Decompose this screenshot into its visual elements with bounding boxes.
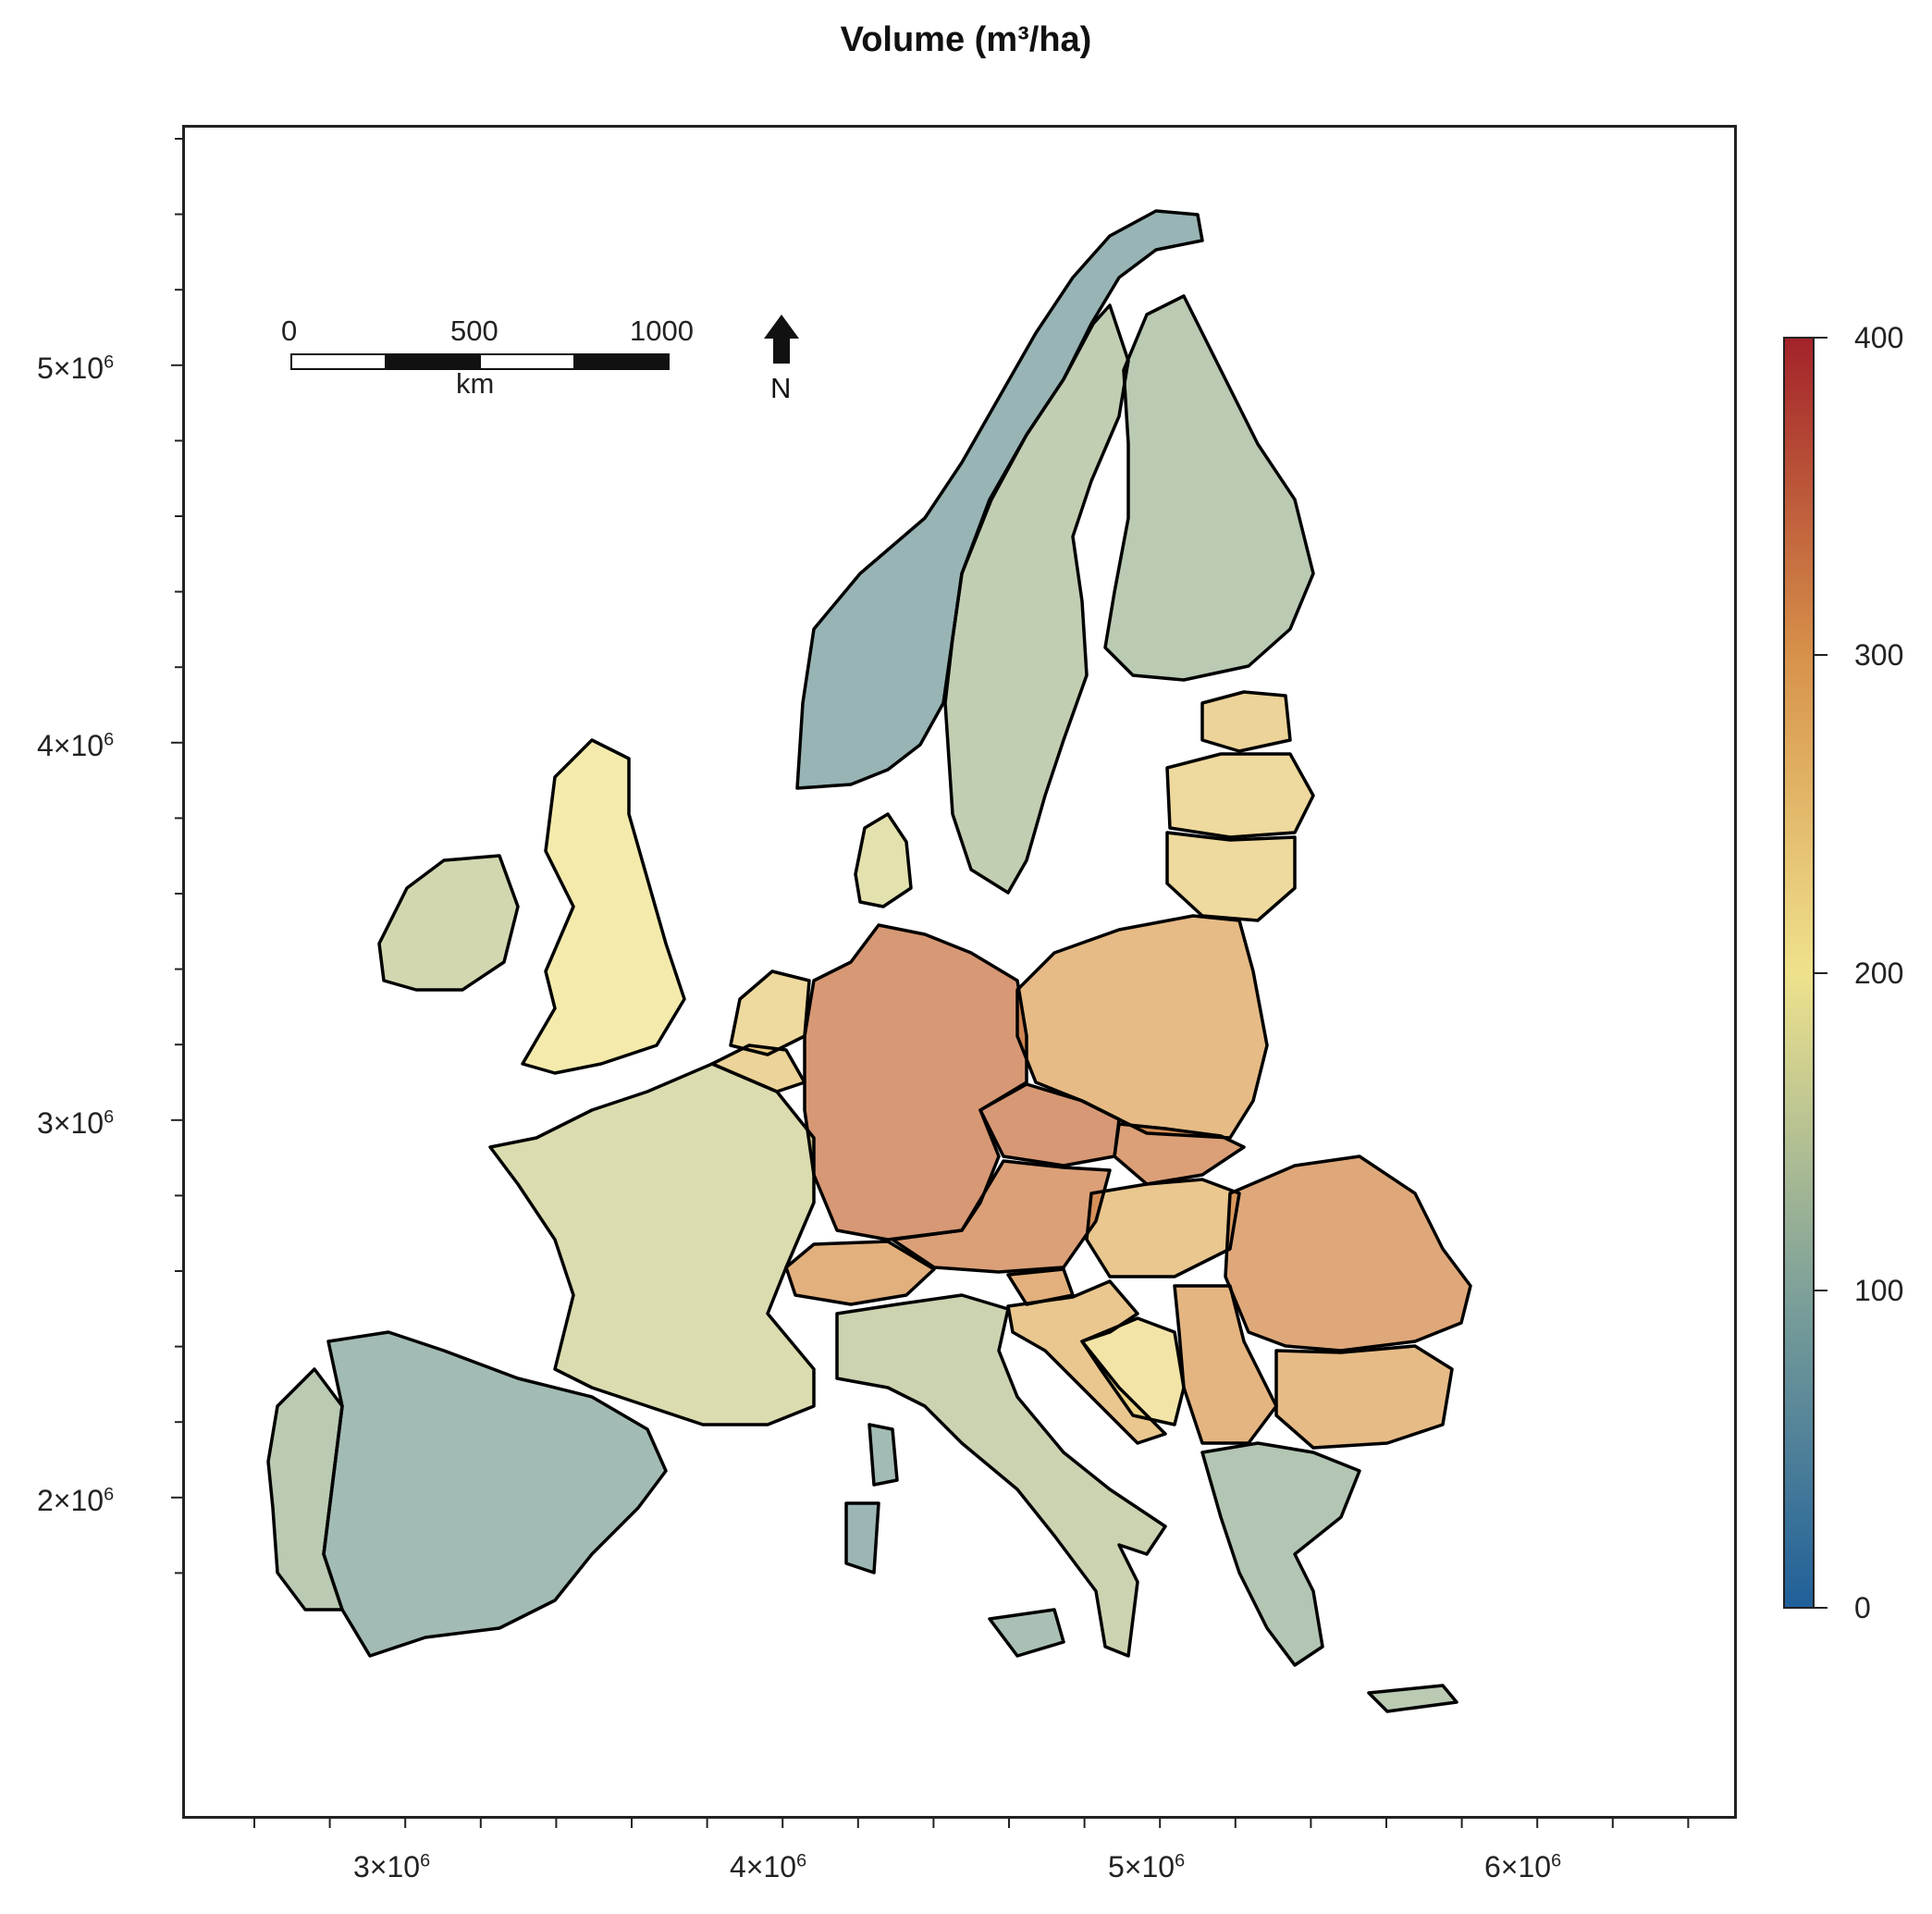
border-switzerland <box>784 1240 936 1306</box>
region-estonia <box>1202 692 1290 751</box>
scale-bar-label-1000: 1000 <box>630 315 694 347</box>
north-arrow-label: N <box>770 372 792 404</box>
region-denmark <box>855 814 911 907</box>
country-borders <box>266 209 1472 1667</box>
region-latvia <box>1167 754 1313 837</box>
border-finland <box>1103 294 1315 682</box>
region-belgium <box>712 1045 805 1092</box>
colorbar-label-200: 200 <box>1854 957 1904 990</box>
scale-bar-label-0: 0 <box>281 315 298 347</box>
region-norway <box>797 211 1202 788</box>
region-austria <box>892 1161 1110 1272</box>
x-tick-label-3e6: 3×106 <box>353 1850 431 1883</box>
x-tick-label-4e6: 4×106 <box>730 1850 807 1883</box>
x-tick-label-5e6: 5×106 <box>1108 1850 1186 1883</box>
x-tick-label-6e6: 6×106 <box>1484 1850 1562 1883</box>
colorbar-label-300: 300 <box>1854 638 1904 672</box>
region-bulgaria <box>1276 1346 1452 1448</box>
y-tick-label-2e6: 2×106 <box>37 1484 115 1517</box>
region-greece <box>1202 1443 1360 1665</box>
border-lithuania <box>1165 831 1297 922</box>
region-bosnia-and-herzegovina <box>1082 1318 1184 1425</box>
scale-bar-segment-1 <box>290 353 387 370</box>
border-portugal <box>266 1367 344 1611</box>
region-germany <box>805 925 1027 1240</box>
border-latvia <box>1165 752 1315 839</box>
region-france <box>490 1064 814 1425</box>
region-ireland <box>379 856 518 990</box>
border-estonia <box>1200 690 1292 753</box>
y-tick-label-4e6: 4×106 <box>37 729 115 762</box>
region-serbia <box>1175 1286 1276 1443</box>
region-slovenia <box>1008 1269 1073 1304</box>
region-czech-republic <box>980 1084 1119 1166</box>
colorbar <box>1783 337 1827 1609</box>
border-denmark <box>854 812 913 908</box>
colorbar-label-100: 100 <box>1854 1274 1904 1307</box>
y-tick-label-3e6: 3×106 <box>37 1106 115 1140</box>
region-spain <box>324 1332 666 1656</box>
region-united-kingdom <box>523 740 684 1073</box>
border-hungary <box>1085 1178 1241 1278</box>
island-4 <box>1367 1684 1458 1713</box>
region-romania <box>1225 1156 1471 1351</box>
region-switzerland <box>786 1241 934 1304</box>
border-bulgaria <box>1274 1344 1454 1450</box>
region-sweden <box>945 305 1128 893</box>
border-united-kingdom <box>521 738 686 1075</box>
scale-bar-segment-4 <box>573 353 670 370</box>
border-ireland <box>377 854 520 992</box>
border-croatia <box>1006 1279 1167 1445</box>
island-1 <box>868 1423 899 1487</box>
map-title: Volume (m³/ha) <box>840 20 1092 59</box>
colorbar-ramp <box>1783 337 1815 1609</box>
scale-bar <box>290 353 670 370</box>
island-3 <box>988 1608 1065 1658</box>
border-greece <box>1200 1441 1361 1667</box>
region-netherlands <box>731 971 809 1055</box>
colorbar-label-0: 0 <box>1854 1591 1871 1624</box>
border-sweden <box>943 303 1130 895</box>
axis-ticks <box>171 138 1690 1828</box>
border-slovenia <box>1006 1267 1075 1306</box>
region-slovakia <box>1114 1124 1244 1184</box>
y-tick-label-5e6: 5×106 <box>37 352 115 385</box>
region-poland <box>1017 916 1267 1138</box>
island-2 <box>844 1501 880 1574</box>
border-france <box>488 1062 816 1426</box>
region-lithuania <box>1167 833 1295 920</box>
border-netherlands <box>729 969 811 1056</box>
north-arrow-icon <box>764 315 799 364</box>
region-finland <box>1105 296 1313 680</box>
border-bosnia-and-herzegovina <box>1080 1316 1186 1426</box>
colorbar-label-400: 400 <box>1854 321 1904 354</box>
scale-bar-unit: km <box>456 367 495 400</box>
border-romania <box>1224 1155 1472 1352</box>
land-regions <box>268 211 1471 1713</box>
scale-bar-label-500: 500 <box>450 315 498 347</box>
region-hungary <box>1087 1179 1239 1277</box>
border-poland <box>1015 914 1269 1140</box>
border-austria <box>891 1159 1112 1274</box>
border-italy <box>835 1293 1167 1658</box>
